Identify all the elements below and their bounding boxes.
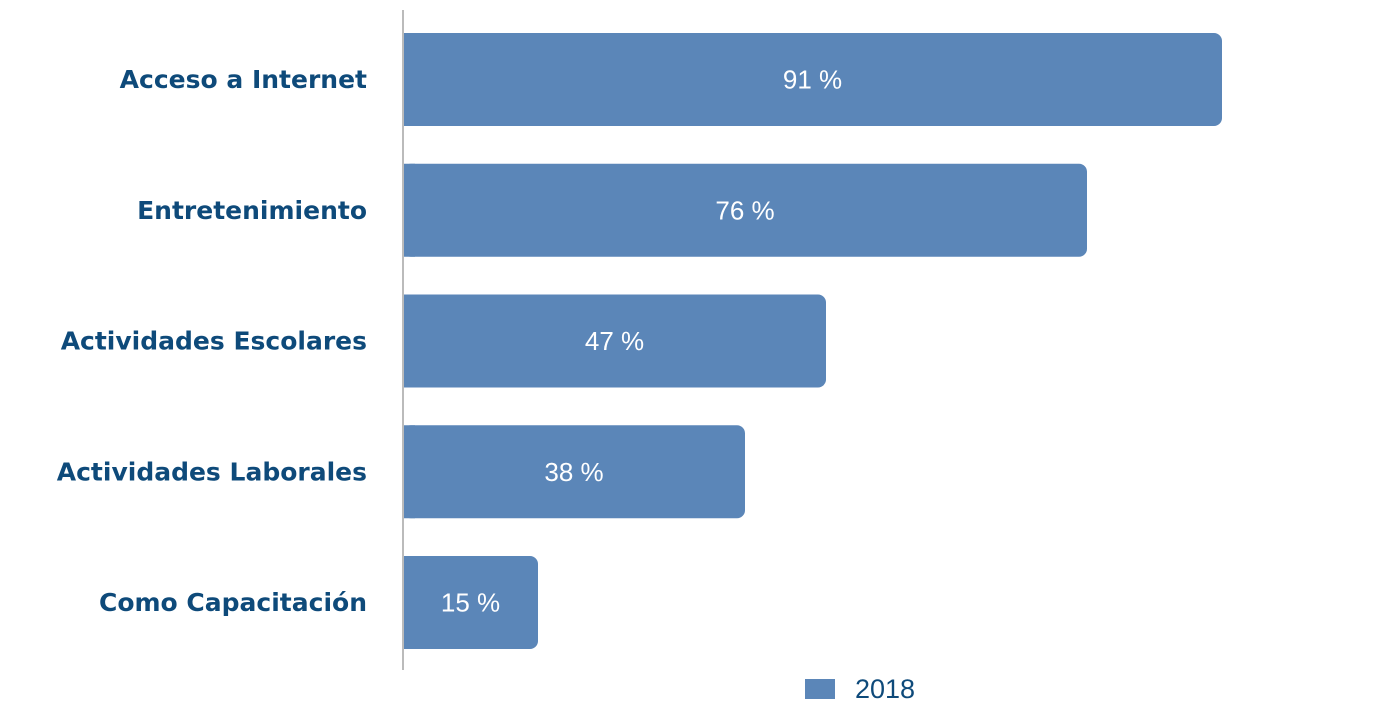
- value-label: 38 %: [544, 457, 603, 487]
- bar: [403, 294, 826, 388]
- legend-swatch: [805, 679, 835, 699]
- value-label: 91 %: [783, 65, 842, 95]
- bar: [403, 163, 1087, 257]
- bar-left-edge: [403, 33, 415, 126]
- bar-left-edge: [403, 425, 415, 519]
- category-label: Acceso a Internet: [120, 65, 367, 94]
- value-label: 15 %: [441, 588, 500, 618]
- bar-left-edge: [403, 163, 415, 257]
- category-label: Actividades Escolares: [61, 327, 367, 356]
- legend: 2018: [805, 674, 915, 702]
- value-label: 76 %: [715, 195, 774, 225]
- legend-label: 2018: [855, 674, 915, 702]
- bar-left-edge: [403, 294, 415, 388]
- category-label: Entretenimiento: [137, 196, 367, 225]
- category-label: Actividades Laborales: [57, 457, 367, 486]
- bar: [403, 556, 538, 649]
- bar-left-edge: [403, 556, 415, 649]
- bars-layer: Acceso a Internet 91 % Entretenimiento 76 %…: [57, 33, 1222, 649]
- bar: [403, 425, 745, 519]
- category-label: Como Capacitación: [99, 588, 367, 617]
- bar: [403, 33, 1222, 126]
- value-label: 47 %: [585, 326, 644, 356]
